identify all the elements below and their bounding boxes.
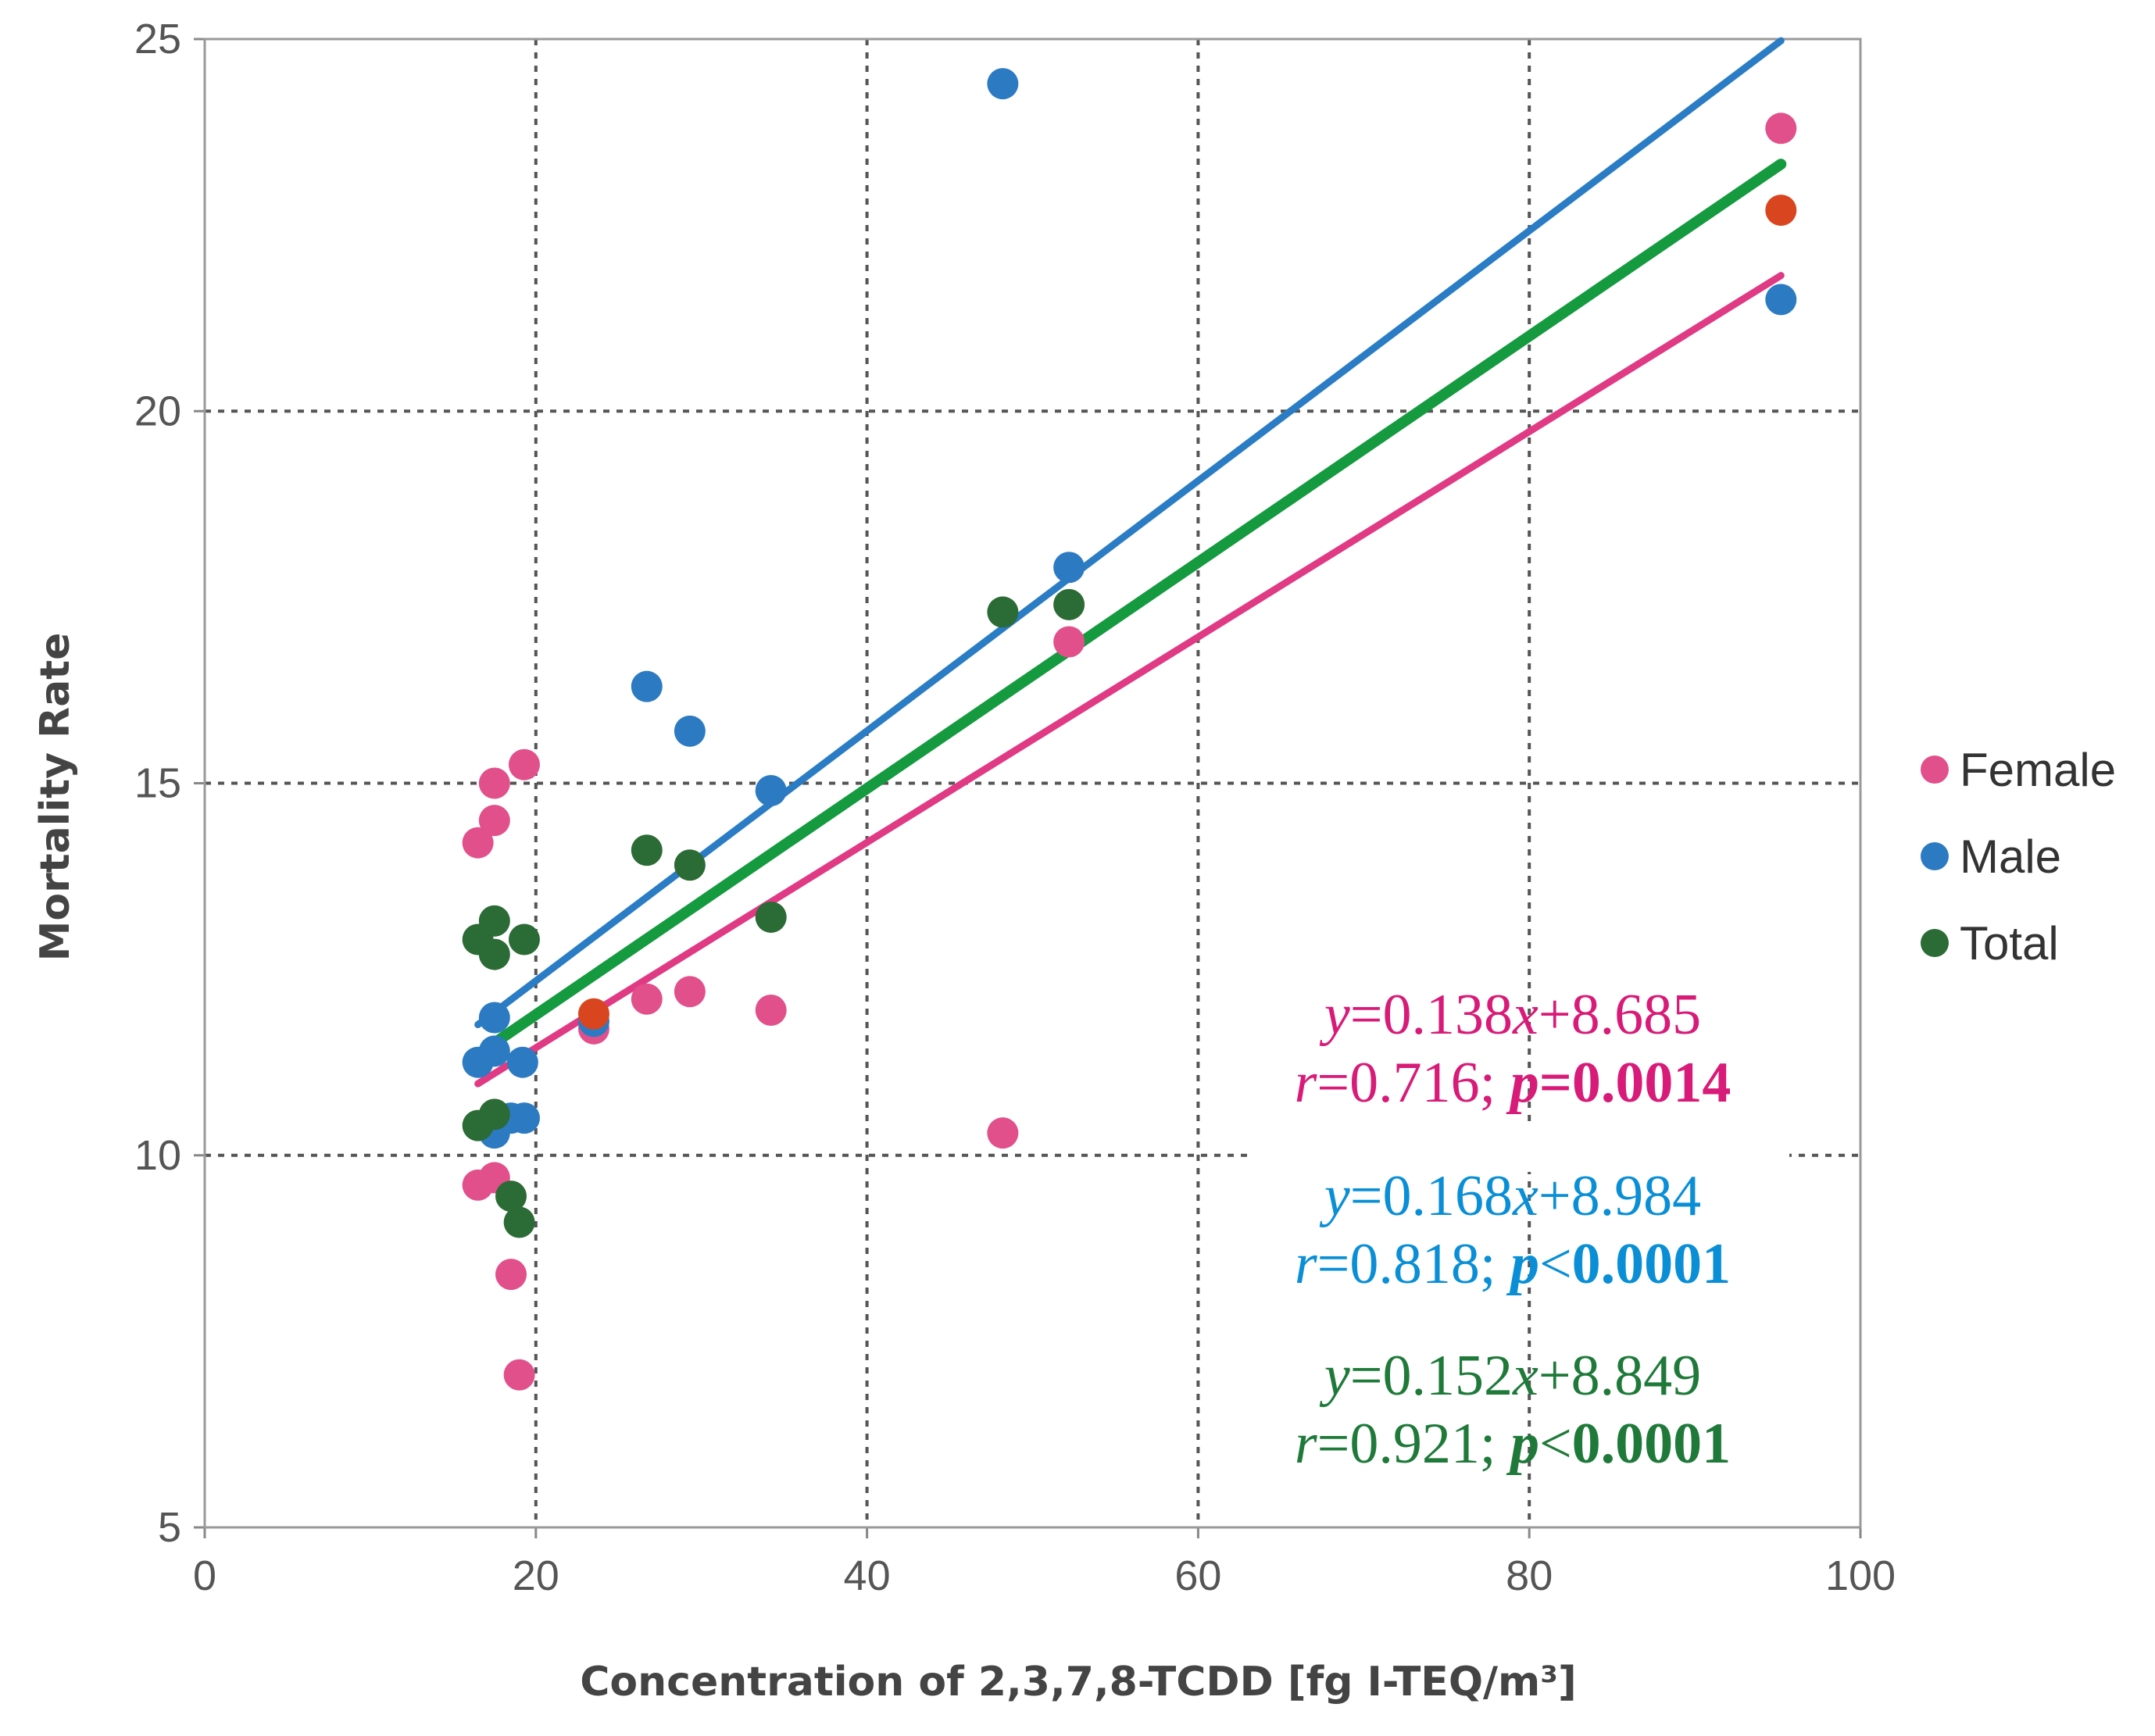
regression-equation-line: y=0.168x+8.984: [1319, 1164, 1701, 1228]
equation-segment: =0.818;: [1317, 1232, 1510, 1296]
equation-segment: r: [1295, 1412, 1318, 1476]
x-tick-label: 20: [513, 1552, 559, 1599]
data-point-female: [503, 1359, 535, 1391]
data-point-total: [577, 998, 609, 1030]
equation-segment: +8.685: [1539, 983, 1701, 1047]
equation-segment: p: [1506, 1232, 1539, 1296]
annotation-background: [1250, 1125, 1789, 1172]
x-tick-label: 0: [193, 1552, 216, 1599]
trend-lines: [472, 37, 1787, 1088]
equation-segment: x: [1512, 1344, 1539, 1408]
equation-segment: +8.984: [1539, 1164, 1701, 1228]
data-point-total: [478, 938, 510, 970]
data-point-total: [478, 905, 510, 937]
y-tick-label: 25: [134, 16, 181, 63]
equation-segment: x: [1512, 1164, 1539, 1228]
data-point-male: [631, 670, 663, 702]
x-tick-label: 60: [1174, 1552, 1221, 1599]
equation-segment: =0.152: [1350, 1344, 1513, 1408]
regression-equation-line: y=0.138x+8.685: [1319, 983, 1701, 1047]
equation-segment: +8.849: [1539, 1344, 1701, 1408]
data-point-male: [478, 1002, 510, 1034]
x-tick-label: 80: [1506, 1552, 1553, 1599]
data-point-female: [755, 995, 787, 1027]
grid: [205, 39, 1860, 1527]
data-point-female: [1765, 113, 1797, 145]
legend-marker-male: [1921, 842, 1949, 870]
trend-line-male: [474, 37, 1785, 1028]
trend-line-female: [474, 272, 1785, 1088]
data-point-male: [755, 775, 787, 807]
regression-equation-line: r=0.716; p=0.0014: [1295, 1051, 1732, 1115]
x-tick-label: 100: [1825, 1552, 1896, 1599]
data-point-male: [1053, 552, 1085, 584]
axes: [194, 38, 1862, 1538]
y-axis-title: Mortality Rate: [32, 633, 79, 962]
x-tick-label: 40: [844, 1552, 891, 1599]
equation-segment: y: [1319, 983, 1350, 1047]
y-tick-label: 10: [134, 1132, 181, 1179]
equation-segment: r: [1295, 1232, 1318, 1296]
data-point-female: [987, 1117, 1019, 1149]
data-point-female: [478, 805, 510, 837]
data-point-total: [674, 849, 706, 881]
legend-label-male: Male: [1960, 830, 2061, 883]
data-point-male: [508, 1102, 540, 1134]
data-point-total: [1765, 195, 1797, 227]
equation-segment: =0.716;: [1317, 1051, 1510, 1115]
equation-segment: 0.0001: [1572, 1232, 1732, 1296]
trend-line-total: [472, 159, 1787, 1060]
data-point-total: [478, 1098, 510, 1131]
data-point-female: [462, 827, 494, 859]
legend-label-female: Female: [1960, 744, 2116, 796]
legend-label-total: Total: [1960, 917, 2059, 970]
equation-segment: p: [1506, 1412, 1539, 1476]
data-point-total: [755, 901, 787, 933]
data-point-female: [674, 976, 706, 1008]
data-point-male: [674, 715, 706, 747]
x-axis-title: Concentration of 2,3,7,8-TCDD [fg I-TEQ/…: [580, 1659, 1577, 1706]
data-point-female: [478, 767, 510, 799]
data-point-female: [631, 983, 663, 1015]
equation-segment: =0.0014: [1539, 1051, 1732, 1115]
data-point-female: [508, 748, 540, 780]
equation-segment: y: [1319, 1164, 1350, 1228]
equation-segment: r: [1295, 1051, 1318, 1115]
equation-segment: x: [1512, 983, 1539, 1047]
equation-segment: <: [1539, 1412, 1572, 1476]
equation-segment: =0.921;: [1317, 1412, 1510, 1476]
equation-segment: p: [1506, 1051, 1539, 1115]
legend-marker-female: [1921, 755, 1949, 784]
equation-segment: 0.0001: [1572, 1412, 1732, 1476]
equation-segment: <: [1539, 1232, 1572, 1296]
regression-equation-line: y=0.152x+8.849: [1319, 1344, 1701, 1408]
y-tick-label: 20: [134, 388, 181, 434]
data-point-male: [478, 1035, 510, 1067]
tick-labels: 0 20 40 60 80 100 5 10 15 20 25: [134, 16, 1896, 1599]
data-point-total: [508, 923, 540, 956]
data-point-female: [1053, 626, 1085, 658]
data-point-male: [1765, 284, 1797, 316]
equation-segment: y: [1319, 1344, 1350, 1408]
data-point-male: [987, 68, 1019, 100]
regression-equation-line: r=0.818; p<0.0001: [1295, 1232, 1731, 1296]
plot-frame: [203, 38, 1862, 1529]
data-point-total: [495, 1181, 527, 1213]
data-point-total: [631, 834, 663, 866]
data-point-female: [495, 1259, 527, 1291]
legend: Female Male Total: [1921, 744, 2116, 970]
data-point-total: [503, 1206, 535, 1238]
y-tick-label: 15: [134, 760, 181, 807]
y-tick-label: 5: [158, 1504, 181, 1551]
equation-segment: =0.138: [1350, 983, 1513, 1047]
data-point-male: [506, 1046, 538, 1078]
data-point-total: [987, 596, 1019, 628]
equation-segment: =0.168: [1350, 1164, 1513, 1228]
data-points: [462, 68, 1797, 1391]
legend-marker-total: [1921, 929, 1949, 957]
data-point-total: [1053, 588, 1085, 620]
regression-equation-line: r=0.921; p<0.0001: [1295, 1412, 1731, 1476]
